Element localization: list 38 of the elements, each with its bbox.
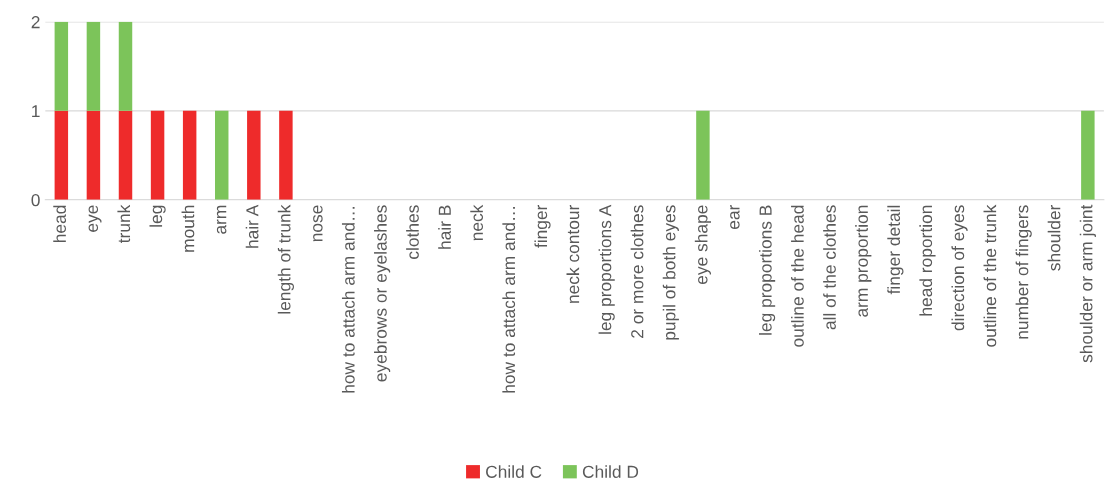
x-tick-label: how to attach arm and… xyxy=(502,207,516,393)
x-tick-label: outline of the head xyxy=(791,205,804,347)
x-tick-label: mouth xyxy=(181,205,195,252)
legend-label: Child D xyxy=(582,465,639,478)
x-tick-label: eye shape xyxy=(694,205,712,285)
x-tick-label: arm proportion xyxy=(855,205,872,317)
x-tick-label: hair A xyxy=(245,204,259,248)
y-tick-label: 1 xyxy=(32,105,40,118)
x-tick-label: how to attach arm and… xyxy=(341,207,355,393)
x-tick-label: arm xyxy=(216,205,227,234)
x-tick-label: leg proportions B xyxy=(758,205,776,335)
x-tick-label: neck xyxy=(470,204,484,241)
x-tick-label: neck contour xyxy=(566,204,580,303)
x-tick-label: finger detail xyxy=(887,205,904,295)
legend-label: Child C xyxy=(486,465,542,478)
x-tick-label: direction of eyes xyxy=(951,205,968,331)
x-tick-label: leg proportions A xyxy=(598,204,615,334)
x-tick-label: finger xyxy=(534,204,551,248)
y-tick-label: 2 xyxy=(31,16,40,29)
x-tick-label: outline of the trunk xyxy=(983,204,997,347)
x-tick-label: shoulder xyxy=(1047,204,1061,271)
x-tick-label: clothes xyxy=(406,205,419,259)
x-tick-label: trunk xyxy=(117,204,131,243)
x-tick-label: length of trunk xyxy=(277,204,294,314)
x-tick-label: 2 or more clothes xyxy=(630,205,644,338)
x-tick-label: eye xyxy=(88,205,102,232)
x-tick-label: nose xyxy=(313,205,323,242)
x-tick-label: hair B xyxy=(438,205,451,249)
x-tick-label: head roportion xyxy=(919,205,936,316)
x-tick-label: pupil of both eyes xyxy=(662,205,679,340)
x-tick-label: head xyxy=(53,205,66,243)
x-tick-label: all of the clothes xyxy=(823,205,836,330)
x-tick-label: eyebrows or eyelashes xyxy=(374,205,391,382)
x-tick-label: ear xyxy=(730,204,740,230)
x-tick-label: number of fingers xyxy=(1015,205,1032,339)
y-tick-label: 0 xyxy=(31,193,40,207)
x-tick-label: leg xyxy=(149,205,166,227)
x-tick-label: shoulder or arm joint xyxy=(1079,204,1096,363)
